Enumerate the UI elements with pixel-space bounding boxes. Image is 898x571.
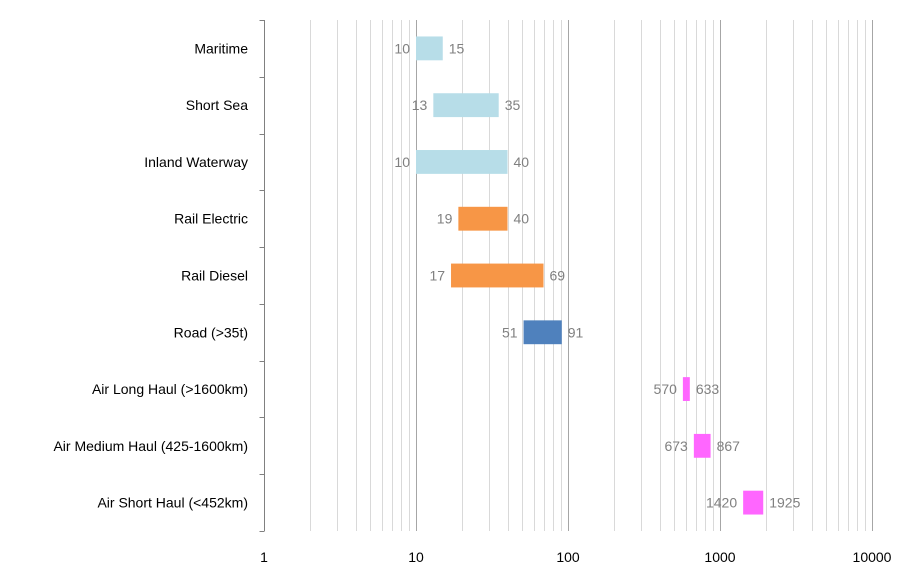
category-label: Rail Electric	[174, 211, 248, 227]
category-label: Maritime	[194, 40, 248, 56]
value-label-high: 15	[449, 40, 465, 56]
category-label: Short Sea	[186, 97, 248, 113]
category-label: Air Long Haul (>1600km)	[92, 381, 248, 397]
value-label-low: 1420	[706, 495, 737, 511]
category-label: Air Short Haul (<452km)	[97, 495, 248, 511]
value-label-high: 91	[568, 324, 584, 340]
x-tick-label: 1	[260, 549, 268, 565]
value-label-high: 867	[717, 438, 741, 454]
value-labels: 10 15 13 35 10 40 19 40 17 69 51 91 570 633 673 867 1420…	[394, 40, 800, 510]
category-labels: Maritime Short Sea Inland Waterway Rail Ele…	[53, 40, 248, 510]
value-label-low: 17	[429, 268, 445, 284]
category-label: Air Medium Haul (425-1600km)	[53, 438, 248, 454]
category-label: Rail Diesel	[181, 268, 248, 284]
value-label-low: 19	[437, 211, 453, 227]
bar	[451, 263, 544, 288]
x-tick-labels: 1 10 100 1000 10000	[260, 549, 892, 565]
bar	[416, 150, 508, 174]
value-label-high: 35	[505, 97, 521, 113]
bar	[433, 93, 499, 118]
value-label-high: 40	[514, 211, 530, 227]
bar	[523, 320, 562, 345]
value-label-low: 673	[664, 438, 688, 454]
gridlines	[310, 20, 873, 531]
value-label-high: 1925	[769, 495, 800, 511]
bar	[458, 206, 508, 231]
x-tick-label: 10	[408, 549, 424, 565]
value-label-high: 69	[550, 268, 566, 284]
value-label-low: 51	[502, 324, 518, 340]
value-label-low: 13	[412, 97, 428, 113]
category-label: Road (>35t)	[174, 324, 248, 340]
bar	[416, 36, 443, 61]
x-tick-label: 100	[556, 549, 580, 565]
value-label-low: 10	[394, 154, 410, 170]
y-axis	[259, 20, 265, 532]
value-label-high: 633	[696, 381, 720, 397]
category-label: Inland Waterway	[144, 154, 248, 170]
x-tick-label: 10000	[853, 549, 892, 565]
x-tick-label: 1000	[704, 549, 735, 565]
bars	[416, 36, 764, 515]
bar	[743, 490, 764, 515]
bar	[693, 433, 711, 458]
value-label-low: 570	[654, 381, 678, 397]
value-label-low: 10	[394, 40, 410, 56]
bar	[682, 377, 690, 401]
value-label-high: 40	[514, 154, 530, 170]
